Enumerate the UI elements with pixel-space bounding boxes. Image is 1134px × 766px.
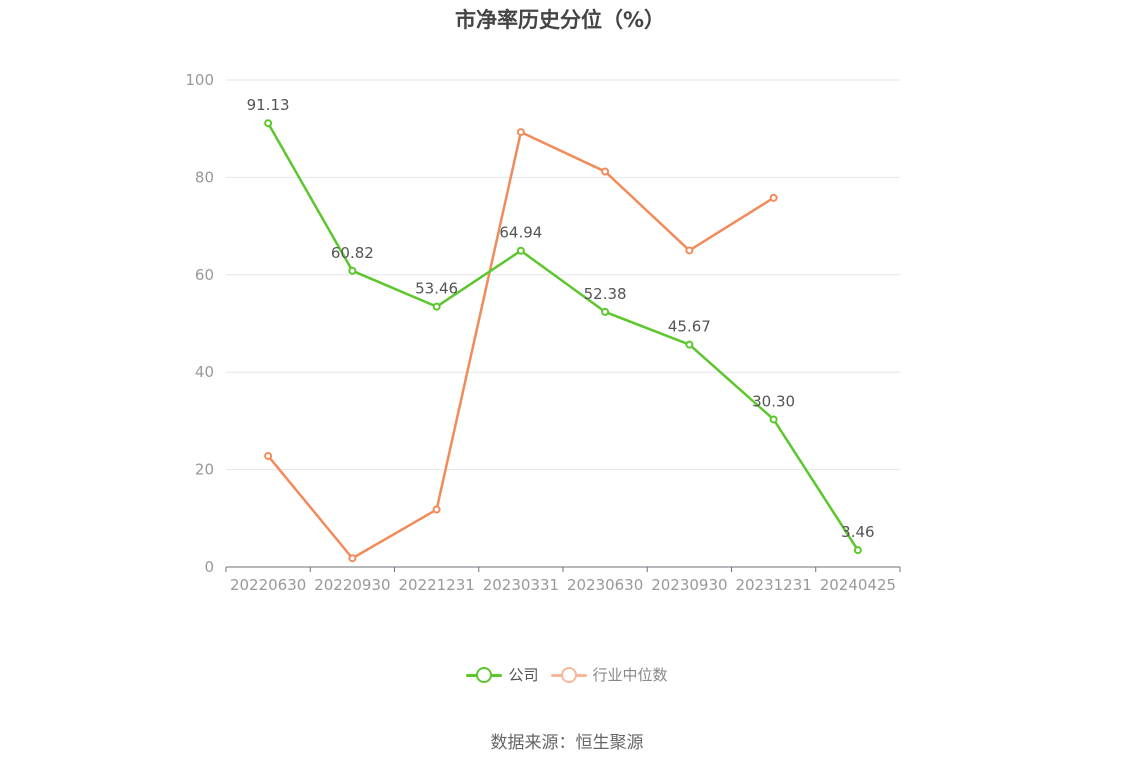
data-label-6: 30.30 <box>752 392 795 410</box>
series-1-point-0 <box>264 451 273 460</box>
data-labels: 91.13 60.82 53.46 64.94 52.38 45.67 30.30 3.46 <box>247 96 875 541</box>
series-0-point-6 <box>769 415 778 424</box>
y-axis-ticks: 0 20 40 60 80 100 <box>185 71 214 576</box>
series-1-point-2 <box>432 505 441 514</box>
data-label-3: 64.94 <box>499 224 542 242</box>
legend-marker-industry-median-icon <box>550 665 587 685</box>
y-tick-label-60: 60 <box>195 266 214 284</box>
series-0-point-0 <box>264 119 273 128</box>
series-0-point-2 <box>432 302 441 311</box>
legend-item-industry-median[interactable]: 行业中位数 <box>550 664 668 685</box>
x-tick-label-20230630: 20230630 <box>567 576 643 594</box>
series-line-1 <box>267 130 775 560</box>
data-label-1: 60.82 <box>331 244 374 262</box>
legend: 公司 行业中位数 <box>0 664 1134 685</box>
chart-title: 市净率历史分位（%） <box>454 8 666 32</box>
legend-item-company[interactable]: 公司 <box>466 664 539 685</box>
x-axis: 20220630 20220930 20221231 20230331 20230630… <box>225 566 901 594</box>
y-tick-label-0: 0 <box>204 558 214 576</box>
gridlines <box>226 79 900 471</box>
series-0-point-5 <box>685 340 694 349</box>
series-1-point-5 <box>685 246 694 255</box>
legend-label-industry-median: 行业中位数 <box>592 666 668 684</box>
data-source: 数据来源：恒生聚源 <box>490 733 644 753</box>
series-0-point-7 <box>853 546 862 555</box>
series-1-point-6 <box>769 193 778 202</box>
x-tick-label-20230930: 20230930 <box>651 576 727 594</box>
legend-label-company: 公司 <box>508 666 539 684</box>
series-line-0 <box>267 122 859 551</box>
y-tick-label-20: 20 <box>195 461 214 479</box>
legend-marker-company-icon <box>466 665 503 685</box>
series-1-point-3 <box>516 128 525 137</box>
data-label-2: 53.46 <box>415 280 458 298</box>
data-label-5: 45.67 <box>668 318 711 336</box>
series-1-point-1 <box>348 554 357 563</box>
y-tick-label-40: 40 <box>195 363 214 381</box>
x-tick-label-20231231: 20231231 <box>735 576 811 594</box>
data-label-4: 52.38 <box>584 285 627 303</box>
x-tick-label-20230331: 20230331 <box>483 576 559 594</box>
data-label-0: 91.13 <box>247 96 290 114</box>
series-0-point-1 <box>348 266 357 275</box>
x-tick-label-20221231: 20221231 <box>398 576 474 594</box>
x-tick-label-20240425: 20240425 <box>820 576 896 594</box>
series-1-point-4 <box>601 167 610 176</box>
y-tick-label-80: 80 <box>195 168 214 186</box>
series-0-point-4 <box>601 307 610 316</box>
series-layer <box>264 119 862 563</box>
y-tick-label-100: 100 <box>185 71 214 89</box>
x-tick-label-20220930: 20220930 <box>314 576 390 594</box>
data-label-7: 3.46 <box>841 523 874 541</box>
x-tick-label-20220630: 20220630 <box>230 576 306 594</box>
series-0-point-3 <box>516 246 525 255</box>
